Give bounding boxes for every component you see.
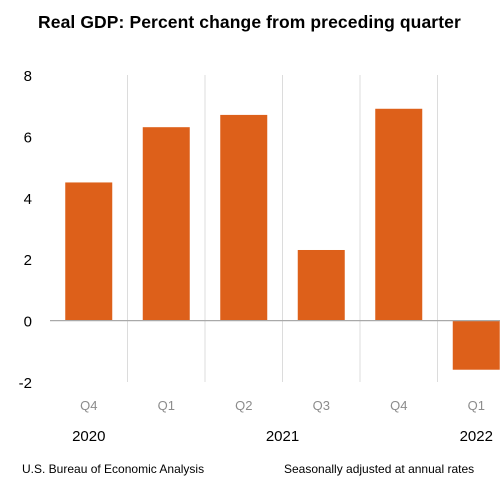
y-tick-label: -2 (19, 375, 32, 392)
bar (220, 114, 268, 321)
x-tick-label: Q4 (390, 398, 407, 413)
source-note: U.S. Bureau of Economic Analysis (22, 462, 205, 476)
year-label: 2022 (460, 428, 493, 445)
year-label: 2021 (266, 428, 299, 445)
x-tick-label: Q2 (235, 398, 252, 413)
y-tick-label: 2 (24, 252, 32, 269)
y-tick-label: 0 (24, 314, 32, 331)
bar (65, 182, 113, 321)
x-tick-label: Q1 (468, 398, 485, 413)
x-tick-label: Q4 (80, 398, 97, 413)
y-tick-label: 4 (24, 191, 32, 208)
bar (375, 108, 423, 321)
x-tick-label: Q1 (158, 398, 175, 413)
x-tick-label: Q3 (313, 398, 330, 413)
y-tick-label: 6 (24, 129, 32, 146)
y-tick-label: 8 (24, 68, 32, 85)
chart-title: Real GDP: Percent change from preceding … (38, 12, 461, 32)
bar-chart: -2 0 2 4 6 8 Q4 Q1 Q2 Q3 Q4 Q1 2020 2021 2022 (19, 68, 500, 445)
bar (297, 249, 345, 321)
year-label: 2020 (72, 428, 105, 445)
bar (452, 320, 500, 370)
adjustment-note: Seasonally adjusted at annual rates (284, 462, 475, 476)
bar (142, 127, 190, 321)
